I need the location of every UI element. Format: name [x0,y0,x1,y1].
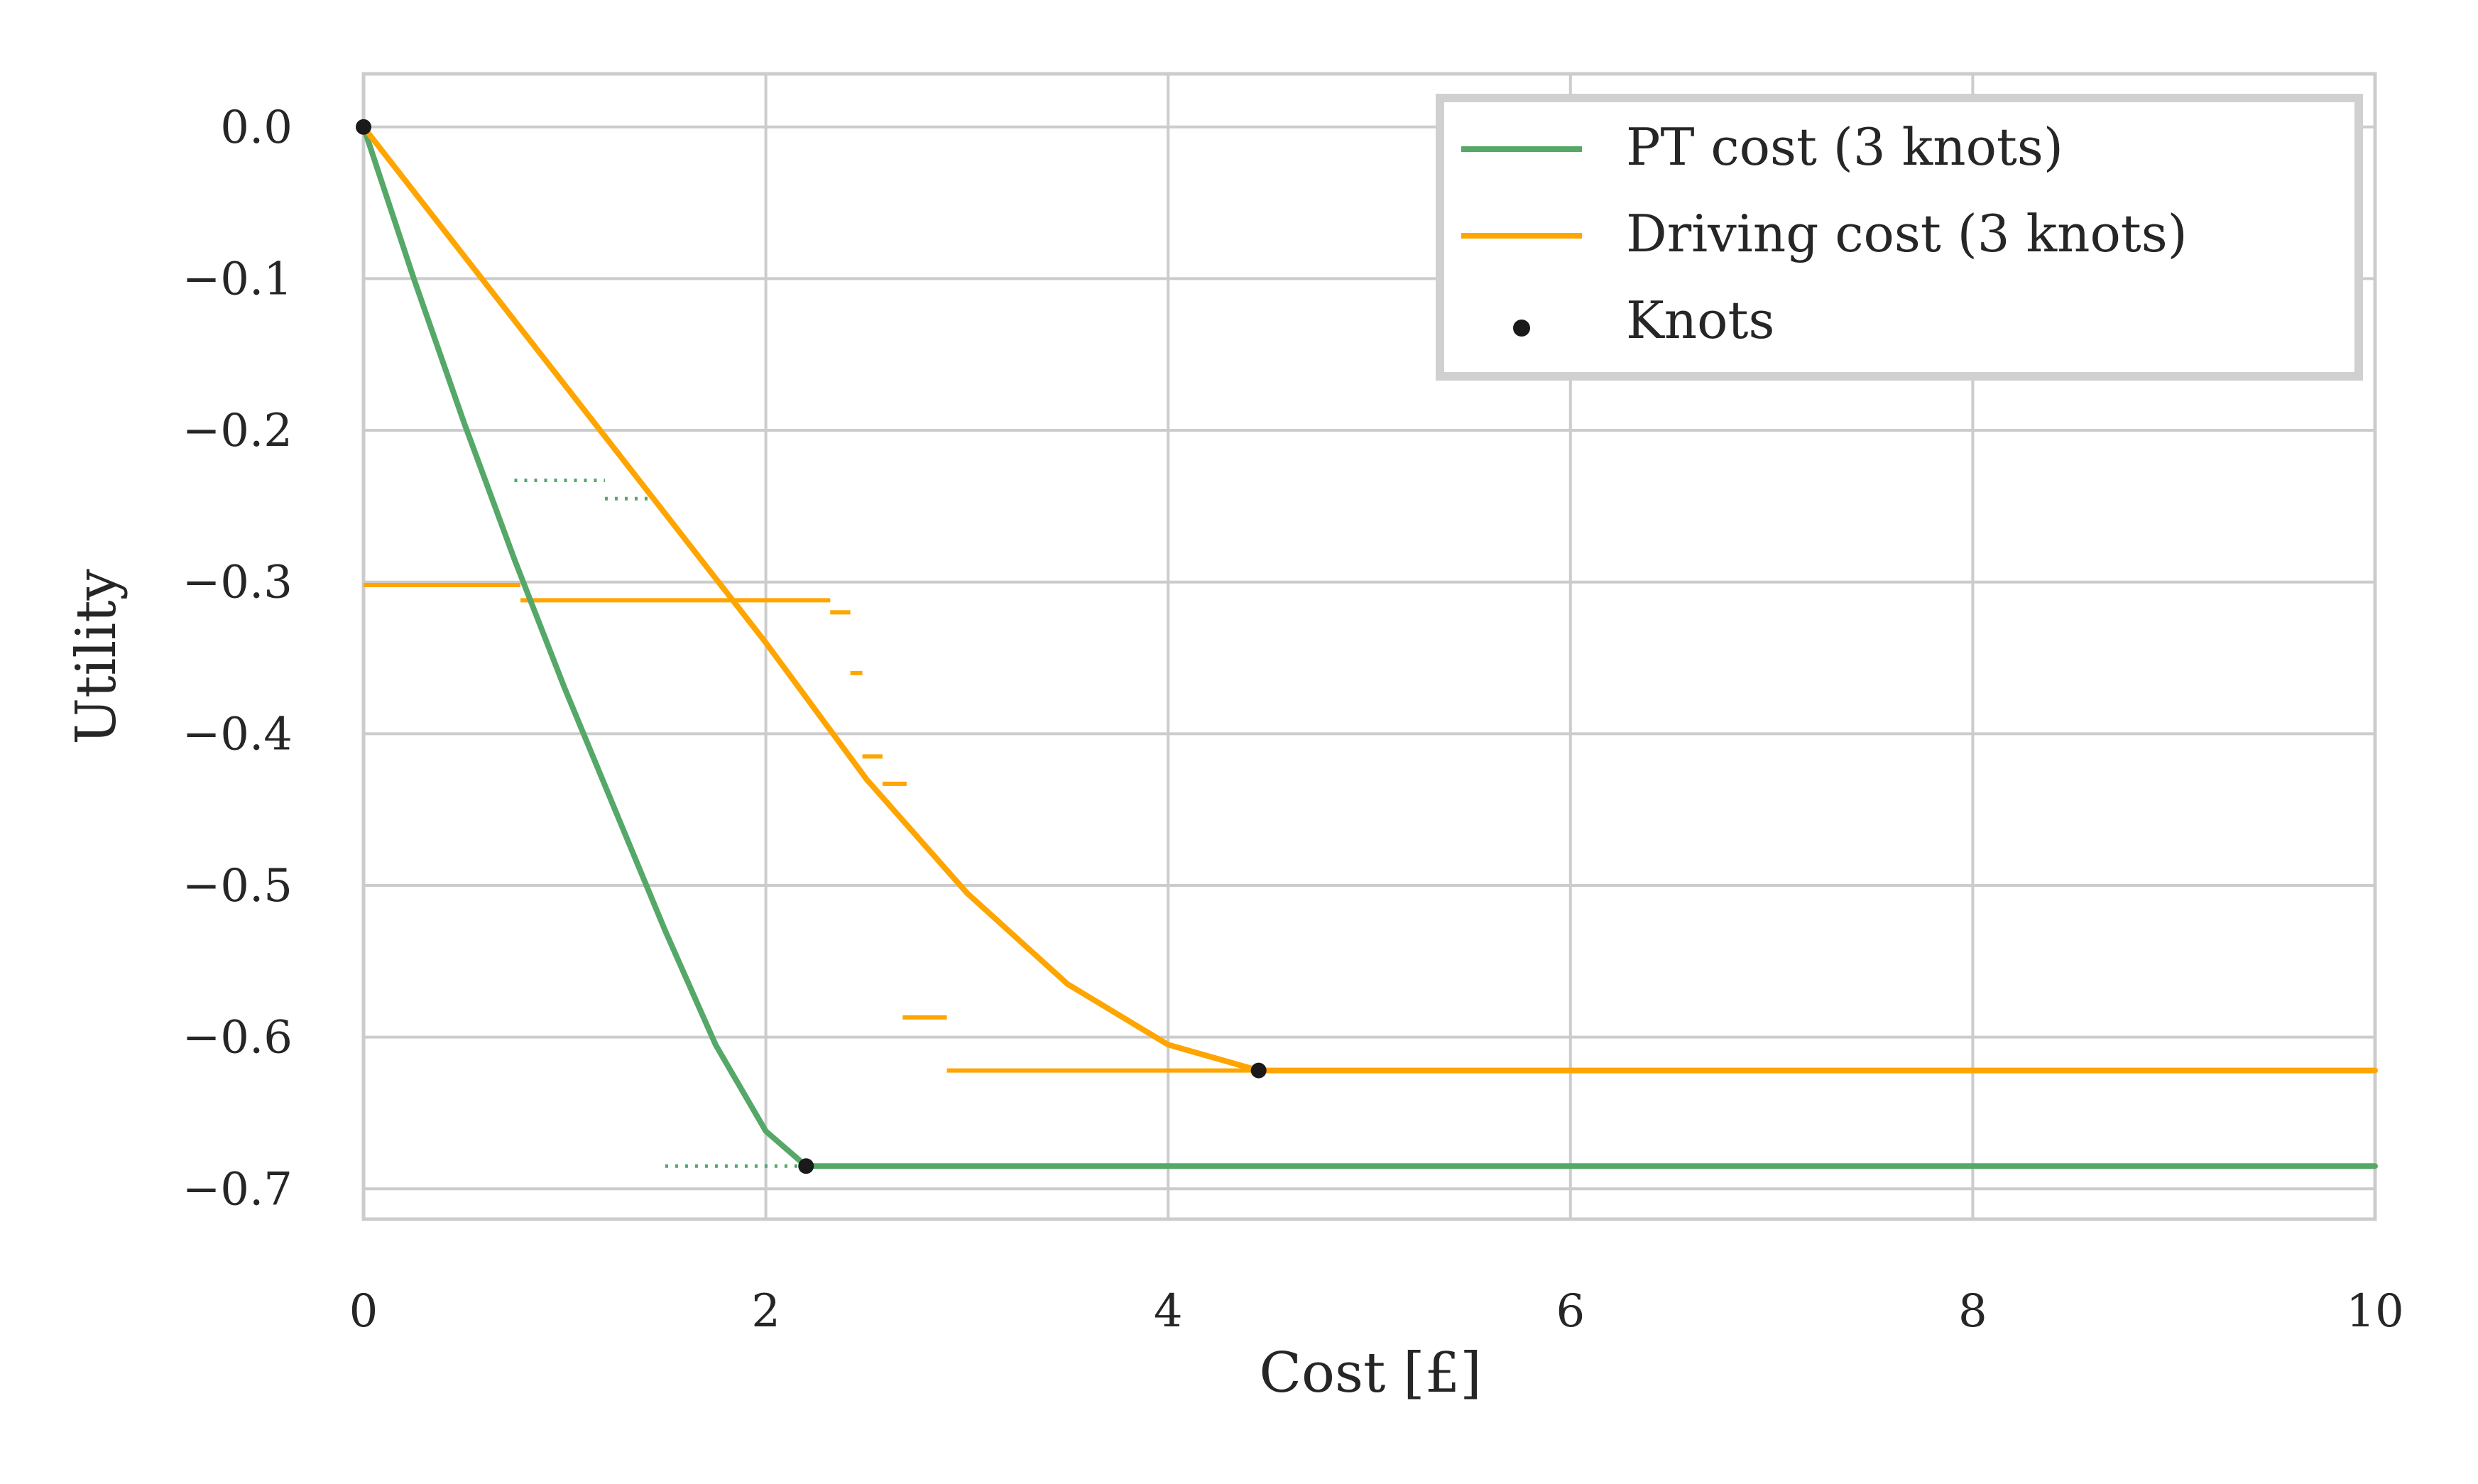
legend: PT cost (3 knots) Driving cost (3 knots)… [1436,94,2363,381]
y-tick-label: −0.7 [182,1163,293,1216]
series-line-driving [361,124,2378,1074]
knot-point [1250,1062,1267,1079]
knot-point [356,119,371,135]
y-tick-label: −0.5 [182,860,293,912]
x-tick-label: 10 [2346,1285,2403,1338]
legend-handle-knots [1513,320,1530,337]
x-tick-label: 2 [751,1285,780,1338]
y-tick-label: −0.3 [182,557,293,609]
x-tick-labels: 0 2 4 6 8 10 [349,1285,2404,1338]
plot-frame [361,72,2377,1221]
y-tick-label: −0.4 [182,708,293,760]
legend-label-pt: PT cost (3 knots) [1626,117,2063,177]
x-tick-label: 4 [1154,1285,1183,1338]
knot-points [356,119,1267,1174]
x-axis-label: Cost [£] [1259,1341,1481,1405]
y-tick-label: −0.1 [182,253,293,305]
series-lines [361,124,2378,1169]
y-axis-label: Utility [65,569,129,744]
y-tick-labels: 0.0 −0.1 −0.2 −0.3 −0.4 −0.5 −0.6 −0.7 [182,102,293,1216]
y-tick-label: 0.0 [220,102,293,154]
x-tick-label: 0 [349,1285,378,1338]
legend-label-knots: Knots [1626,290,1774,350]
axes-border [361,72,2377,1221]
legend-label-driving: Driving cost (3 knots) [1626,204,2188,263]
y-tick-label: −0.2 [182,405,293,457]
series-line-pt [361,124,2378,1169]
legend-box [1436,94,2363,381]
knot-point [798,1158,814,1174]
x-tick-label: 6 [1556,1285,1585,1338]
x-tick-label: 8 [1958,1285,1987,1338]
y-tick-label: −0.6 [182,1012,293,1064]
